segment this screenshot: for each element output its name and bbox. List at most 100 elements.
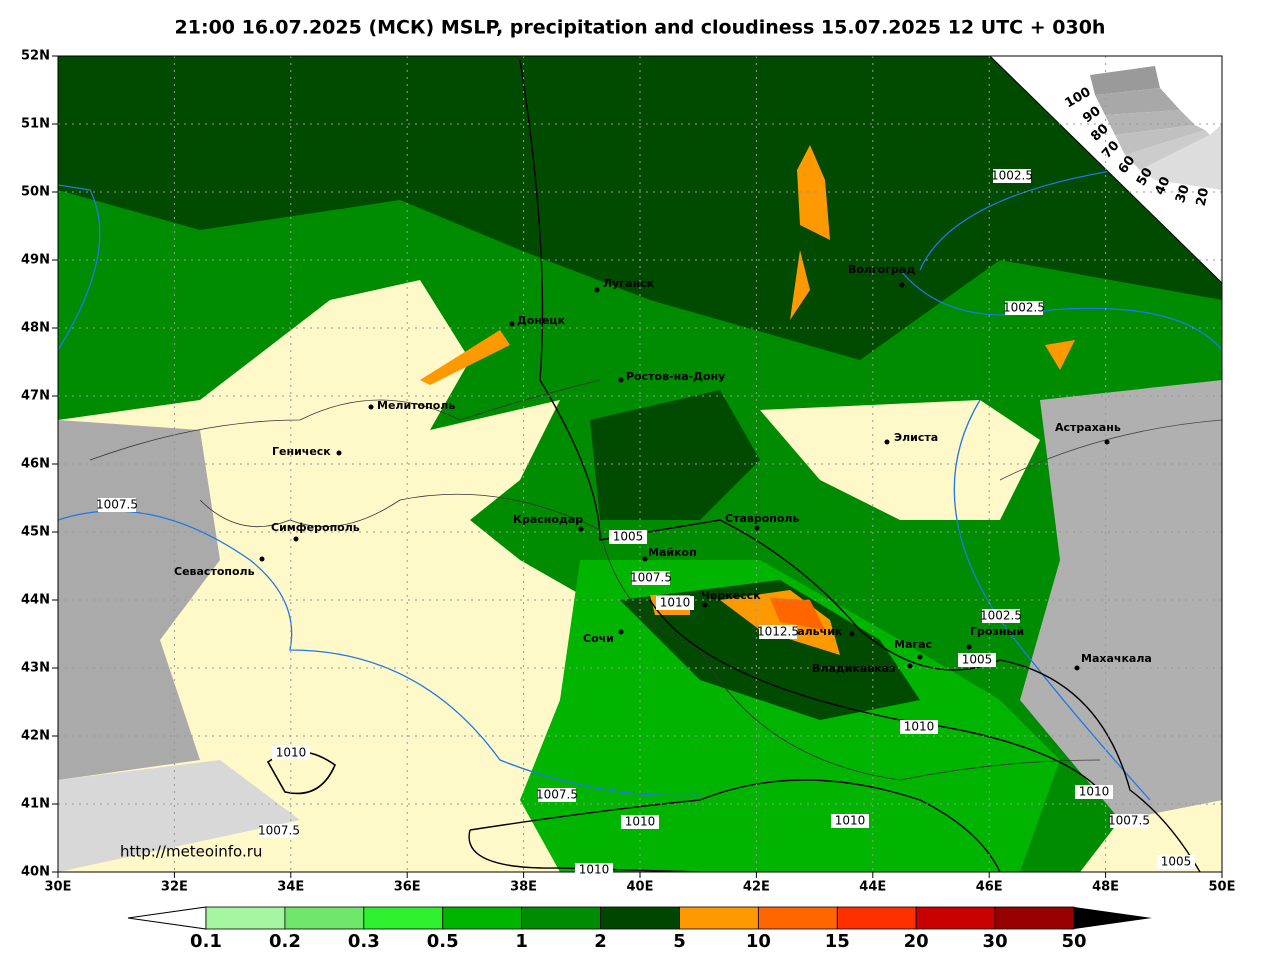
isobar-label-bg (538, 788, 576, 802)
isobar-label: 1010 (625, 815, 656, 829)
lat-label: 42N (21, 729, 50, 744)
isobar-label: 1010 (579, 863, 610, 877)
lon-label: 50E (1209, 880, 1236, 895)
isobar-label: 1007.5 (536, 788, 578, 802)
city-label: Нальчик (788, 625, 843, 638)
city-label: Симферополь (271, 521, 360, 534)
city-dot (618, 377, 624, 383)
isobar-label-bg (575, 863, 613, 877)
legend-label: 10 (746, 931, 771, 952)
city-label: Магас (894, 638, 932, 651)
isobar-label-bg (958, 653, 996, 667)
isobar-label: 1010 (904, 720, 935, 734)
isobar-label: 1010 (276, 746, 307, 760)
city-label: Волгоград (848, 263, 915, 276)
lat-label: 44N (21, 593, 50, 608)
color-bin (600, 906, 680, 930)
isobar-label: 1007.5 (1108, 814, 1150, 828)
legend-label: 0.2 (269, 931, 301, 952)
cloud-scale-label: 30 (1173, 183, 1193, 205)
legend-label: 50 (1061, 931, 1086, 952)
isobar-label: 1002.5 (1003, 301, 1045, 315)
legend-label: 5 (673, 931, 686, 952)
isobar-label-bg (656, 596, 694, 610)
legend-label: 30 (983, 931, 1008, 952)
city-label: Геническ (272, 445, 331, 458)
labels: 52N51N50N49N48N47N46N45N44N43N42N41N40N3… (21, 49, 1235, 895)
isobar-label: 1010 (835, 814, 866, 828)
isobar-label-bg (272, 746, 310, 760)
isobar-label-bg (260, 824, 298, 838)
lon-label: 38E (510, 880, 537, 895)
isobar-label-bg (1110, 814, 1148, 828)
legend-label: 1 (515, 931, 528, 952)
cloud-scale-label: 20 (1194, 187, 1212, 208)
map-frame (57, 55, 1223, 873)
city-label: Луганск (603, 277, 655, 290)
city-label: Ставрополь (725, 512, 799, 525)
lat-label: 52N (21, 49, 50, 64)
city-label: Владикавказ (812, 662, 896, 675)
lon-label: 42E (743, 880, 770, 895)
isobar-label-bg (900, 720, 938, 734)
isobar-label: 1005 (613, 530, 644, 544)
isobar-label-bg (1075, 785, 1113, 799)
color-bin (363, 906, 444, 930)
color-bin (994, 906, 1075, 930)
city-dot (642, 556, 648, 562)
city-dot (336, 450, 342, 456)
city-label: Элиста (894, 431, 938, 444)
city-dot (884, 439, 890, 445)
lat-label: 48N (21, 321, 50, 336)
lon-label: 46E (976, 880, 1003, 895)
isobar-label-bg (993, 169, 1031, 183)
legend-label: 2 (594, 931, 607, 952)
lat-label: 46N (21, 457, 50, 472)
isobar-label: 1012.5 (757, 625, 799, 639)
city-dot (907, 663, 913, 669)
city-dot (702, 602, 708, 608)
city-label: Донецк (517, 314, 566, 327)
legend-label: 0.3 (348, 931, 380, 952)
city-dot (899, 282, 905, 288)
city-dot (618, 629, 624, 635)
url: http://meteoinfo.ru (120, 843, 262, 861)
isobar-label-bg (632, 571, 670, 585)
isobar-label-bg (1005, 301, 1043, 315)
city-dot (1104, 439, 1110, 445)
city-label: Астрахань (1055, 421, 1121, 434)
city-dot (1074, 665, 1080, 671)
color-bin (915, 906, 996, 930)
precip-legend: 0.1 0.2 0.3 0.5 1 2 5 10 15 20 30 50 (127, 906, 1152, 952)
city-label: Грозный (970, 625, 1024, 638)
city-label: Майкоп (648, 546, 697, 559)
city-label: Черкесск (701, 589, 761, 602)
isobar-label: 1007.5 (630, 571, 672, 585)
lat-label: 43N (21, 661, 50, 676)
city-label: Ростов-на-Дону (626, 370, 725, 383)
lat-label: 50N (21, 185, 50, 200)
city-dot (259, 556, 265, 562)
isobar-label-bg (98, 498, 136, 512)
isobar-label: 1002.5 (980, 609, 1022, 623)
city-dot (754, 525, 760, 531)
isobar-label: 1010 (1079, 785, 1110, 799)
isobar-label-bg (831, 814, 869, 828)
lat-label: 45N (21, 525, 50, 540)
lat-label: 49N (21, 253, 50, 268)
color-bin (679, 906, 759, 930)
city-dot (849, 631, 855, 637)
legend-label: 15 (825, 931, 850, 952)
city-dot (594, 287, 600, 293)
isobar-label: 1002.5 (991, 169, 1033, 183)
color-bin (757, 906, 838, 930)
city-dot (509, 321, 515, 327)
isobar-label-bg (759, 625, 797, 639)
city-dot (966, 644, 972, 650)
city-dot (368, 404, 374, 410)
lon-label: 30E (45, 880, 72, 895)
cloud-scale-label: 40 (1152, 175, 1173, 198)
legend-label: 0.5 (427, 931, 459, 952)
lon-label: 40E (627, 880, 654, 895)
lon-label: 44E (859, 880, 886, 895)
